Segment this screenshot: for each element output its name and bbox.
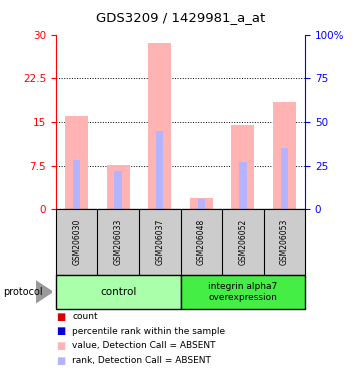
Bar: [273, 101, 296, 209]
Text: protocol: protocol: [4, 287, 43, 297]
Text: GSM206048: GSM206048: [197, 219, 206, 265]
Text: control: control: [100, 287, 136, 297]
Bar: [56, 275, 180, 309]
Polygon shape: [36, 281, 52, 303]
Bar: [180, 275, 305, 309]
Text: count: count: [72, 312, 98, 321]
Text: ■: ■: [56, 326, 65, 336]
Bar: [148, 43, 171, 209]
Bar: [239, 162, 247, 209]
Bar: [114, 171, 122, 209]
Bar: [156, 131, 164, 209]
Text: integrin alpha7
overexpression: integrin alpha7 overexpression: [208, 282, 277, 302]
Text: GSM206037: GSM206037: [155, 219, 164, 265]
Text: value, Detection Call = ABSENT: value, Detection Call = ABSENT: [72, 341, 216, 351]
Bar: [231, 125, 254, 209]
Text: GSM206033: GSM206033: [114, 219, 123, 265]
Bar: [107, 165, 130, 209]
Bar: [65, 116, 88, 209]
Text: GSM206053: GSM206053: [280, 219, 289, 265]
Text: ■: ■: [56, 312, 65, 322]
Text: percentile rank within the sample: percentile rank within the sample: [72, 327, 225, 336]
Text: ■: ■: [56, 341, 65, 351]
Text: GSM206030: GSM206030: [72, 219, 81, 265]
Text: rank, Detection Call = ABSENT: rank, Detection Call = ABSENT: [72, 356, 211, 365]
Text: GDS3209 / 1429981_a_at: GDS3209 / 1429981_a_at: [96, 11, 265, 24]
Bar: [197, 199, 205, 209]
Bar: [190, 198, 213, 209]
Bar: [73, 161, 81, 209]
Bar: [280, 148, 288, 209]
Text: GSM206052: GSM206052: [238, 219, 247, 265]
Text: ■: ■: [56, 356, 65, 366]
